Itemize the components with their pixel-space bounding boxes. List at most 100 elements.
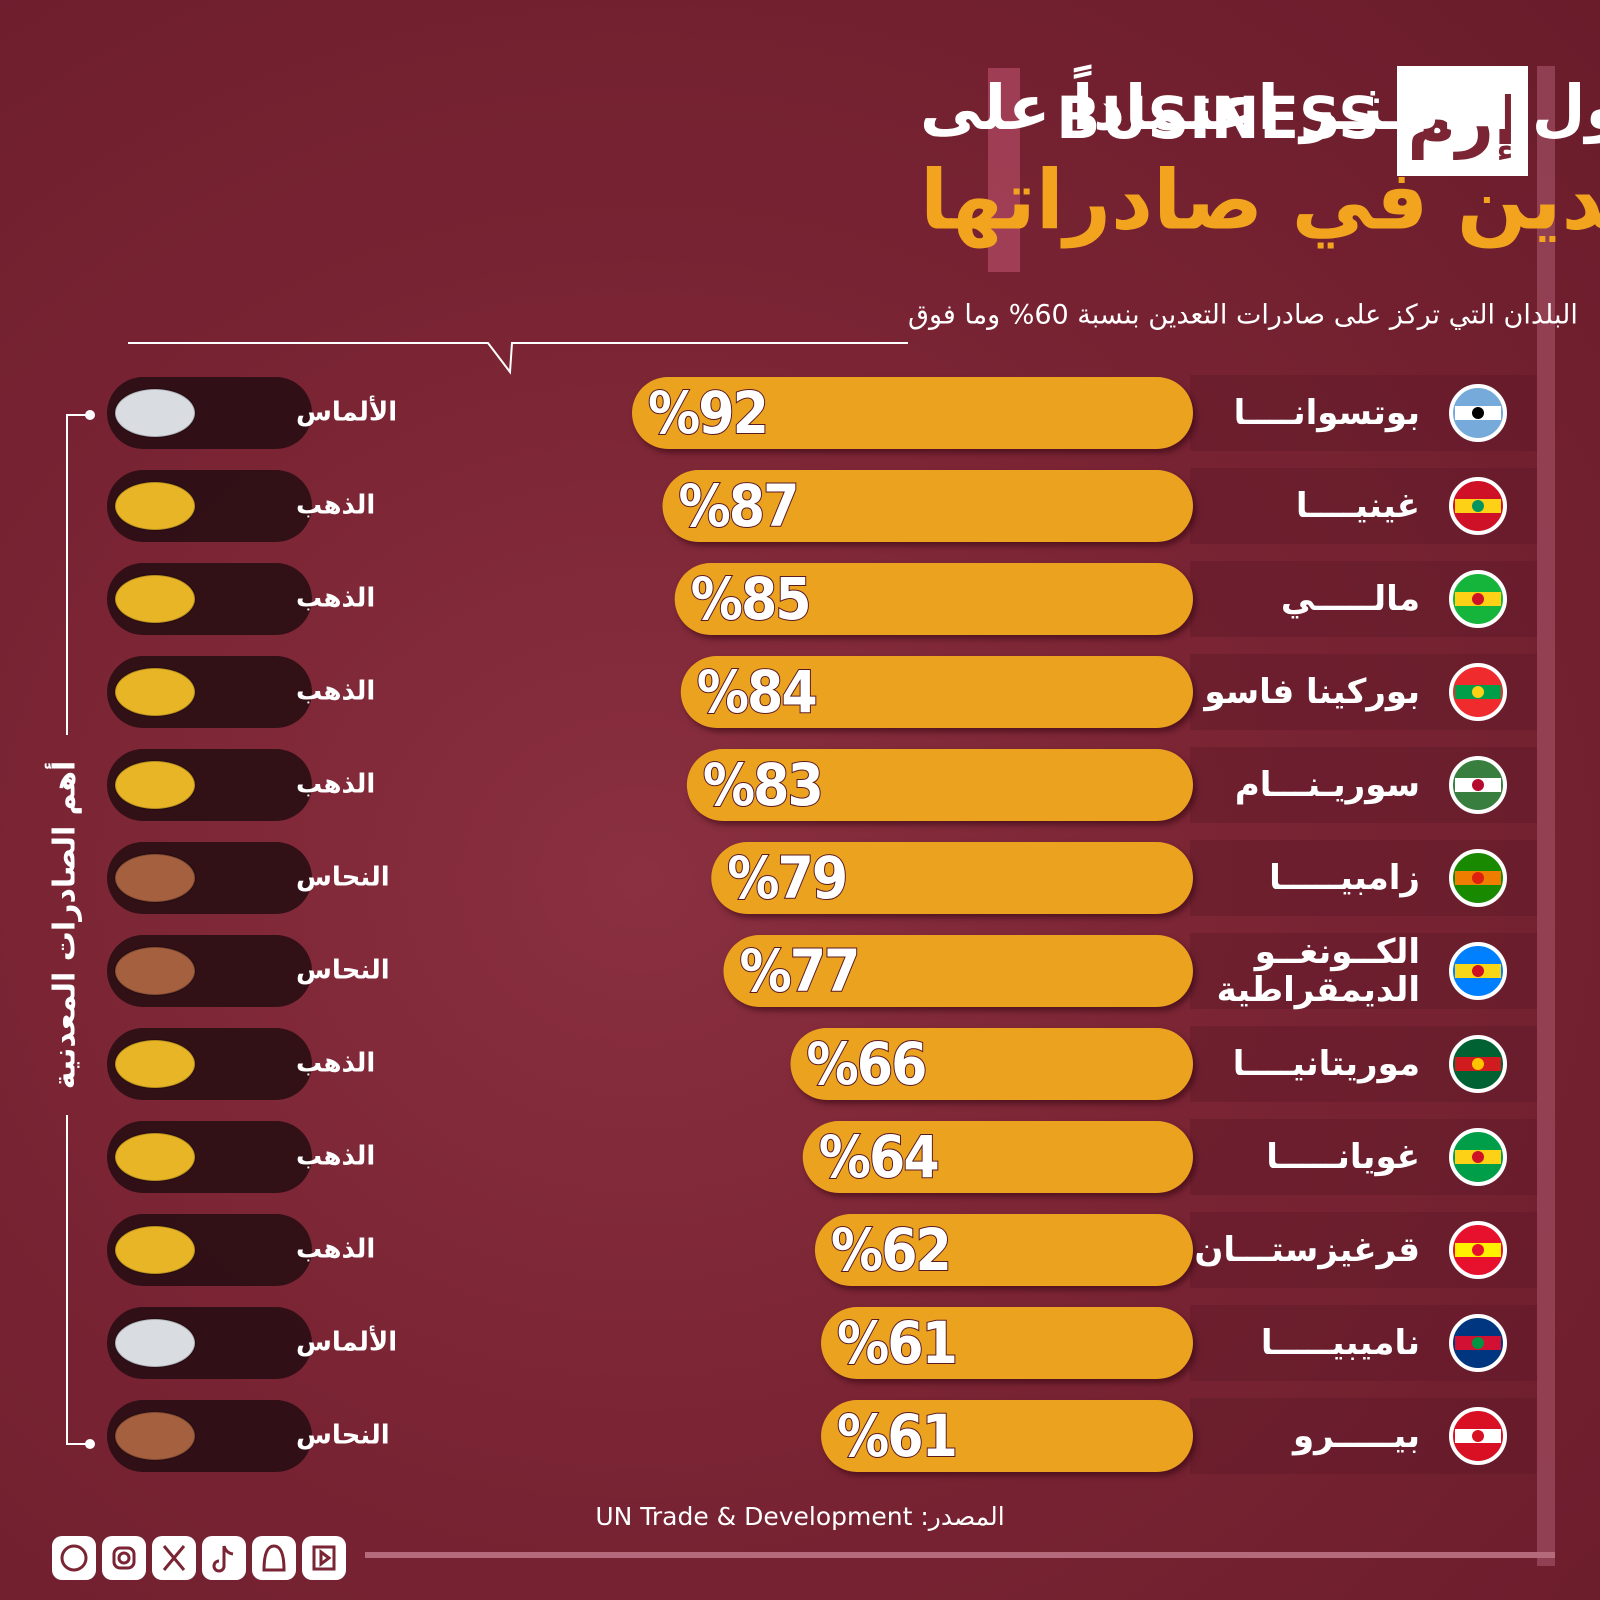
mineral-label: الذهب [296,1049,375,1079]
mineral-icon [114,1225,196,1275]
category-label: مالـــــي [1280,579,1420,619]
mineral-label: النحاس [296,863,390,893]
value-label: %61 [837,1402,956,1470]
flag [1449,942,1507,1000]
flag [1449,1314,1507,1372]
brand-name: BUSINESS [1056,84,1380,152]
category-label: زامبيـــــا [1269,858,1420,898]
value-label: %87 [678,472,797,540]
mineral-label: الألماس [296,396,397,428]
social-icon[interactable] [302,1536,346,1580]
flag [1449,1035,1507,1093]
value-label: %85 [691,565,810,633]
flag [1449,570,1507,628]
flag-emblem [1472,1151,1484,1163]
bar [802,1121,1193,1193]
flag-emblem [1472,779,1484,791]
value-label: %66 [807,1030,926,1098]
social-icon[interactable] [252,1536,296,1580]
mineral-icon [114,1132,196,1182]
flag [1449,849,1507,907]
category-label: قرغيزستـــان [1194,1230,1420,1270]
accent-bar [988,68,1020,272]
mineral-label: النحاس [296,1421,390,1451]
social-icon[interactable] [52,1536,96,1580]
category-label: موريتانيــــا [1232,1044,1420,1084]
mineral-icon [114,1318,196,1368]
value-label: %92 [648,379,767,447]
mineral-label: الألماس [296,1326,397,1358]
bar [632,377,1193,449]
mineral-icon [114,667,196,717]
minerals-axis-label: أهم الصادرات المعدنية [45,761,83,1090]
mineral-icon [114,481,196,531]
mineral-label: الذهب [296,770,375,800]
flag [1449,477,1507,535]
mineral-label: الذهب [296,677,375,707]
flag-emblem [1472,1430,1484,1442]
flag [1449,663,1507,721]
chart-subtitle: البلدان التي تركز على صادرات التعدين بنس… [908,300,1578,331]
mineral-label: النحاس [296,956,390,986]
footer-line [365,1552,1555,1558]
bar [674,563,1193,635]
bar [662,470,1193,542]
flag [1449,1407,1507,1465]
mineral-icon [114,946,196,996]
category-label: غينيــــا [1295,486,1420,526]
chart-title: الـدول الأكـثـر اعتماداً على [920,63,1600,144]
flag-emblem [1472,407,1484,419]
social-icon[interactable] [102,1536,146,1580]
bar [711,842,1193,914]
source: المصدر: UN Trade & Development [595,1502,1004,1531]
mineral-icon [114,760,196,810]
mineral-icon [114,1411,196,1461]
bar [821,1307,1193,1379]
bar [680,656,1193,728]
bracket-dot [85,1439,95,1449]
category-label: بيـــــرو [1292,1416,1420,1456]
bar [790,1028,1193,1100]
mineral-icon [114,574,196,624]
value-label: %83 [703,751,822,819]
category-label: بوتسوانــــا [1233,393,1420,433]
border-stripe [1537,66,1555,1566]
bracket-dot [85,410,95,420]
chart-title-highlight: التعدين في صادراتها [920,153,1600,248]
mineral-icon [114,853,196,903]
category-label: سوريـنـــام [1234,765,1420,805]
logo-box [1397,66,1528,176]
category-label: الكــونغــو الديمقراطية [1216,932,1420,1010]
flag-emblem [1472,1244,1484,1256]
mineral-icon [114,1039,196,1089]
mineral-icon [114,388,196,438]
value-label: %61 [837,1309,956,1377]
value-label: %62 [831,1216,950,1284]
mineral-label: الذهب [296,584,375,614]
bar [821,1400,1193,1472]
flag-emblem [1472,872,1484,884]
social-icons [52,1536,346,1580]
flag [1449,1221,1507,1279]
category-label: غويانـــــا [1266,1137,1420,1177]
value-label: %79 [727,844,846,912]
value-label: %64 [819,1123,938,1191]
bar [814,1214,1193,1286]
category-label: ناميبيـــــا [1260,1323,1420,1363]
flag [1449,756,1507,814]
mineral-label: الذهب [296,1235,375,1265]
value-label: %77 [739,937,858,1005]
mineral-label: الذهب [296,1142,375,1172]
flag-emblem [1472,686,1484,698]
flag-emblem [1472,1058,1484,1070]
flag-emblem [1472,593,1484,605]
category-label: بوركينا فاسو [1204,672,1420,712]
bar [686,749,1193,821]
flag-emblem [1472,500,1484,512]
bracket [66,414,90,1445]
flag [1449,1128,1507,1186]
logo: إرم [1408,83,1517,161]
value-label: %84 [697,658,816,726]
